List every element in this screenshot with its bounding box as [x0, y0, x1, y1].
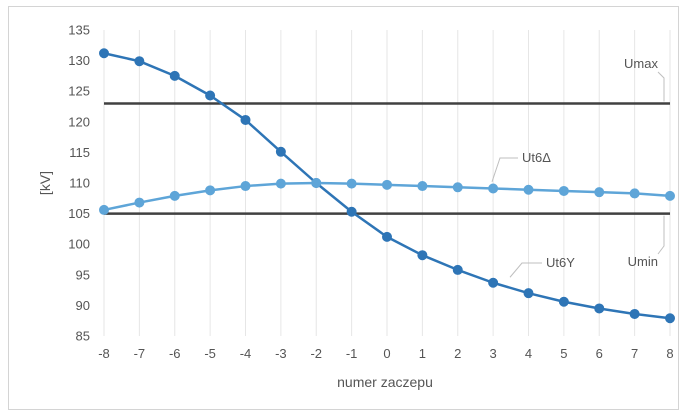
- annotations: Umax Umin Ut6Δ Ut6Y: [491, 56, 665, 278]
- series-lines: [99, 48, 675, 324]
- data-point: [169, 190, 180, 201]
- data-point: [558, 185, 569, 196]
- umin-label: Umin: [628, 254, 658, 269]
- data-point: [665, 190, 675, 201]
- y-tick-label: 90: [76, 298, 90, 313]
- data-point: [665, 313, 675, 324]
- series-ut6d-leader-line: [491, 157, 518, 182]
- data-point: [452, 182, 463, 193]
- x-tick-label: 6: [596, 346, 603, 361]
- x-tick-label: -4: [240, 346, 252, 361]
- x-tick-label: 1: [419, 346, 426, 361]
- reference-lines: [104, 102, 670, 215]
- data-point: [169, 70, 180, 81]
- chart-frame: [8, 6, 679, 410]
- umax-leader-line: [657, 71, 665, 102]
- y-tick-label: 135: [68, 23, 90, 38]
- data-point: [382, 231, 392, 242]
- data-point: [346, 178, 357, 189]
- x-tick-label: 8: [666, 346, 673, 361]
- y-tick-label: 125: [68, 84, 90, 99]
- data-point: [99, 204, 109, 215]
- x-axis-title: numer zaczepu: [337, 374, 433, 390]
- data-point: [346, 206, 357, 217]
- data-point: [205, 90, 216, 101]
- series-ut6d-label: Ut6Δ: [522, 150, 551, 165]
- data-point: [488, 183, 499, 194]
- x-tick-label: -2: [310, 346, 322, 361]
- x-tick-label: -7: [134, 346, 146, 361]
- data-point: [594, 187, 605, 198]
- y-tick-label: 115: [69, 145, 90, 160]
- umax-label: Umax: [624, 56, 658, 71]
- x-tick-label: 4: [525, 346, 532, 361]
- data-point: [452, 264, 463, 275]
- data-point: [275, 178, 286, 189]
- data-point: [629, 188, 640, 199]
- data-point: [240, 181, 251, 192]
- y-tick-label: 130: [68, 53, 90, 68]
- y-tick-label: 100: [68, 237, 90, 252]
- y-tick-label: 95: [76, 267, 90, 282]
- x-tick-label: -3: [275, 346, 287, 361]
- y-tick-label: 105: [68, 206, 90, 221]
- data-point: [134, 197, 145, 208]
- umin-leader-line: [657, 215, 665, 255]
- y-tick-label: 110: [69, 176, 90, 191]
- x-tick-label: 3: [490, 346, 497, 361]
- data-point: [240, 114, 251, 125]
- y-axis-title: [kV]: [37, 171, 53, 195]
- series-ut6y-label: Ut6Y: [546, 255, 575, 270]
- series-ut6y-leader-line: [509, 262, 542, 278]
- data-point: [523, 184, 534, 195]
- data-point: [311, 178, 322, 188]
- x-tick-labels: -8 -7 -6 -5 -4 -3 -2 -1 0 1 2 3 4 5 6 7 8: [98, 346, 673, 361]
- data-point: [558, 296, 569, 307]
- x-tick-label: -1: [346, 346, 358, 361]
- data-point: [523, 288, 534, 299]
- y-tick-label: 85: [76, 329, 90, 344]
- x-tick-label: 0: [383, 346, 390, 361]
- data-point: [99, 48, 109, 59]
- x-tick-label: -5: [204, 346, 216, 361]
- y-tick-labels: 85 90 95 100 105 110 115 120 125 130 135: [68, 23, 90, 344]
- x-tick-label: 2: [454, 346, 461, 361]
- x-tick-label: -6: [169, 346, 181, 361]
- data-point: [594, 303, 605, 314]
- x-tick-label: 7: [631, 346, 638, 361]
- x-tick-label: 5: [560, 346, 567, 361]
- y-tick-label: 120: [68, 114, 90, 129]
- data-point: [205, 185, 216, 196]
- data-point: [417, 181, 428, 192]
- x-tick-label: -8: [98, 346, 110, 361]
- data-point: [134, 56, 145, 67]
- data-point: [417, 250, 428, 261]
- data-point: [382, 179, 392, 190]
- data-point: [275, 146, 286, 157]
- data-point: [629, 308, 640, 319]
- data-point: [488, 277, 499, 288]
